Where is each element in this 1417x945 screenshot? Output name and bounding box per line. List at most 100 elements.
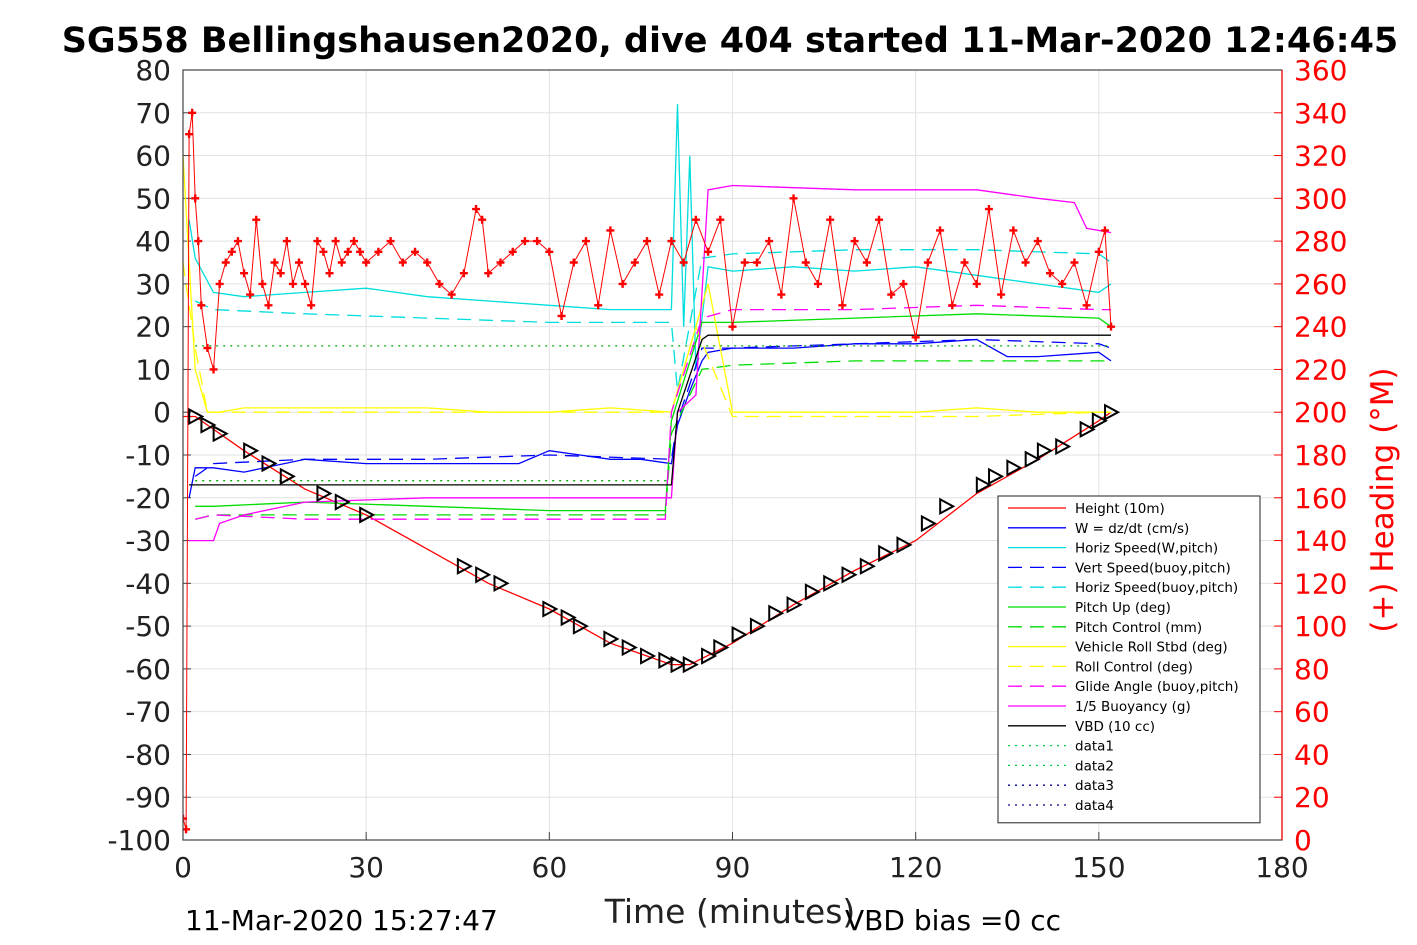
heading-point — [246, 290, 255, 299]
heading-point — [215, 279, 224, 288]
heading-point — [270, 258, 279, 267]
y-tick-label: -50 — [125, 610, 171, 643]
height-marker — [243, 442, 260, 460]
height-marker — [200, 416, 217, 434]
x-tick-label: 120 — [889, 851, 942, 884]
heading-point — [716, 215, 725, 224]
height-marker — [603, 630, 620, 648]
heading-point — [435, 279, 444, 288]
heading-point — [899, 279, 908, 288]
heading-point — [362, 258, 371, 267]
heading-point — [264, 301, 273, 310]
y-tick-label: 20 — [135, 311, 171, 344]
height-marker — [316, 484, 333, 503]
heading-point — [1009, 226, 1018, 235]
right-y-tick-label: 360 — [1294, 54, 1347, 87]
heading-point — [850, 237, 859, 246]
heading-point — [594, 301, 603, 310]
heading-point — [1094, 247, 1103, 256]
y-tick-label: -80 — [125, 738, 171, 771]
height-marker — [188, 407, 205, 426]
height-marker — [713, 638, 730, 657]
heading-point — [447, 290, 456, 299]
series-line-roll_ctrl — [183, 262, 1111, 418]
heading-point — [545, 247, 554, 256]
heading-point — [948, 301, 957, 310]
right-y-tick-label: 280 — [1294, 225, 1347, 258]
height-marker — [658, 651, 675, 670]
height-marker — [212, 424, 229, 443]
right-y-tick-label: 80 — [1294, 653, 1330, 686]
heading-point — [557, 311, 566, 320]
heading-point — [606, 226, 615, 235]
heading-point — [295, 258, 304, 267]
heading-point — [752, 258, 761, 267]
series-line-pitch_ctrl — [195, 360, 1111, 520]
height-marker — [572, 617, 589, 635]
legend-label-vbd: VBD (10 cc) — [1075, 719, 1155, 735]
heading-point — [911, 333, 920, 342]
height-marker — [359, 506, 376, 524]
heading-point — [1033, 237, 1042, 246]
right-y-tick-label: 140 — [1294, 525, 1347, 558]
heading-point — [472, 205, 481, 214]
heading-point — [972, 279, 981, 288]
heading-point — [301, 279, 310, 288]
heading-point — [1021, 258, 1030, 267]
heading-point — [655, 290, 664, 299]
height-marker — [701, 647, 718, 665]
y-tick-label: -90 — [125, 781, 171, 814]
heading-point — [258, 279, 267, 288]
heading-point — [789, 194, 798, 203]
heading-point — [581, 237, 590, 246]
legend-box — [997, 495, 1261, 824]
y-tick-label: -10 — [125, 439, 171, 472]
height-marker — [859, 557, 876, 575]
series-line-roll — [183, 155, 1111, 413]
height-marker — [261, 454, 278, 473]
heading-point — [484, 269, 493, 278]
legend-label-data2: data2 — [1075, 758, 1114, 774]
legend-label-height: Height (10m) — [1075, 501, 1165, 517]
heading-point — [691, 215, 700, 224]
heading-point — [183, 814, 187, 823]
x-axis-label: Time (minutes) — [604, 892, 856, 931]
heading-point — [520, 237, 529, 246]
heading-point — [188, 108, 197, 117]
heading-point — [765, 237, 774, 246]
height-marker — [670, 655, 687, 674]
right-y-tick-label: 160 — [1294, 482, 1347, 515]
heading-point — [801, 258, 810, 267]
heading-point — [1045, 269, 1054, 278]
heading-point — [411, 247, 420, 256]
height-marker — [768, 604, 785, 622]
legend-label-w: W = dz/dt (cm/s) — [1075, 521, 1189, 537]
heading-point — [252, 215, 261, 224]
heading-point — [398, 258, 407, 267]
series-line-w — [188, 338, 1112, 498]
heading-point — [960, 258, 969, 267]
heading-point — [1058, 279, 1067, 288]
y-tick-label: -100 — [107, 824, 171, 857]
heading-point — [643, 237, 652, 246]
heading-point — [282, 237, 291, 246]
y-tick-label: -60 — [125, 653, 171, 686]
heading-point — [374, 247, 383, 256]
right-y-tick-label: 0 — [1294, 824, 1312, 857]
height-marker — [786, 596, 803, 614]
height-marker — [823, 574, 840, 593]
legend-label-roll: Vehicle Roll Stbd (deg) — [1075, 640, 1228, 656]
heading-point — [307, 301, 316, 310]
x-tick-label: 0 — [174, 851, 192, 884]
heading-point — [984, 205, 993, 214]
series-line-glide — [195, 304, 1111, 520]
heading-point — [1107, 322, 1116, 331]
heading-point — [197, 301, 206, 310]
legend-label-roll_ctrl: Roll Control (deg) — [1075, 659, 1193, 675]
height-marker — [456, 557, 473, 575]
height-marker — [731, 625, 748, 644]
heading-point — [233, 237, 242, 246]
y-tick-label: 0 — [153, 396, 171, 429]
heading-point — [337, 258, 346, 267]
